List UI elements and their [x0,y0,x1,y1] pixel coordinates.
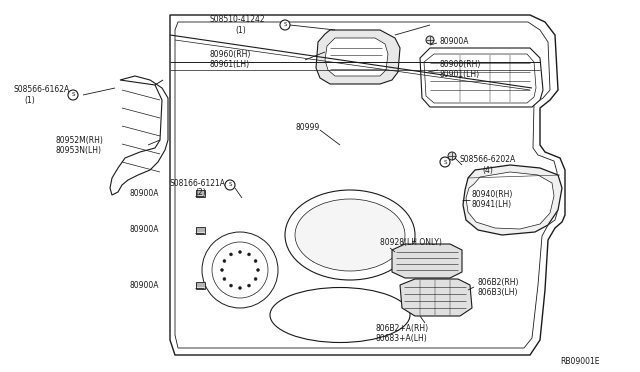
Circle shape [280,20,290,30]
Bar [195,189,205,196]
Text: (2): (2) [195,189,205,198]
Polygon shape [325,38,388,76]
Circle shape [68,90,78,100]
Text: (4): (4) [482,166,493,174]
Text: RB09001E: RB09001E [561,357,600,366]
Circle shape [223,260,226,263]
Polygon shape [400,279,472,316]
Text: (1): (1) [24,96,35,105]
Text: 80901(LH): 80901(LH) [440,71,480,80]
Circle shape [230,284,232,287]
Circle shape [239,286,241,289]
Circle shape [225,180,235,190]
Bar [195,282,205,289]
Polygon shape [420,48,543,107]
Circle shape [223,278,226,280]
Ellipse shape [270,288,410,343]
Circle shape [212,242,268,298]
Polygon shape [466,172,554,229]
Text: 806B2+A(RH): 806B2+A(RH) [376,324,429,333]
Polygon shape [110,76,168,195]
Circle shape [248,253,250,256]
Circle shape [248,284,250,287]
Text: S08510-41242: S08510-41242 [210,16,266,25]
Text: 80961(LH): 80961(LH) [210,61,250,70]
Text: S08566-6162A: S08566-6162A [13,86,69,94]
Ellipse shape [295,199,405,271]
Text: 80683+A(LH): 80683+A(LH) [376,334,428,343]
Text: 80941(LH): 80941(LH) [472,201,512,209]
Text: 80900(RH): 80900(RH) [440,61,481,70]
Polygon shape [170,15,565,355]
Polygon shape [392,244,462,278]
Text: 80900A: 80900A [130,189,159,198]
Polygon shape [316,30,400,84]
Text: 80900A: 80900A [130,280,159,289]
Text: S08166-6121A: S08166-6121A [170,179,226,187]
Polygon shape [424,54,536,103]
Text: 80900A: 80900A [440,38,470,46]
Text: S: S [444,160,447,164]
Text: 80952M(RH): 80952M(RH) [55,135,103,144]
Text: 80960(RH): 80960(RH) [210,51,252,60]
Circle shape [254,278,257,280]
Text: 806B2(RH): 806B2(RH) [478,278,520,286]
Bar [195,227,205,234]
Circle shape [448,152,456,160]
Text: S: S [228,183,232,187]
Polygon shape [463,165,562,235]
Text: 80940(RH): 80940(RH) [472,190,513,199]
Circle shape [254,260,257,263]
Text: 80953N(LH): 80953N(LH) [55,145,101,154]
Text: 806B3(LH): 806B3(LH) [478,288,518,296]
Circle shape [202,232,278,308]
Text: 80999: 80999 [295,124,319,132]
Circle shape [426,36,434,44]
Text: (1): (1) [235,26,246,35]
Text: S: S [71,93,75,97]
Circle shape [239,250,241,253]
Text: 80928(LH ONLY): 80928(LH ONLY) [380,238,442,247]
Circle shape [230,253,232,256]
Ellipse shape [285,190,415,280]
Circle shape [257,269,259,272]
Circle shape [221,269,223,272]
Text: S08566-6202A: S08566-6202A [460,155,516,164]
Circle shape [440,157,450,167]
Text: 80900A: 80900A [130,225,159,234]
Text: S: S [284,22,287,28]
Polygon shape [175,22,557,348]
